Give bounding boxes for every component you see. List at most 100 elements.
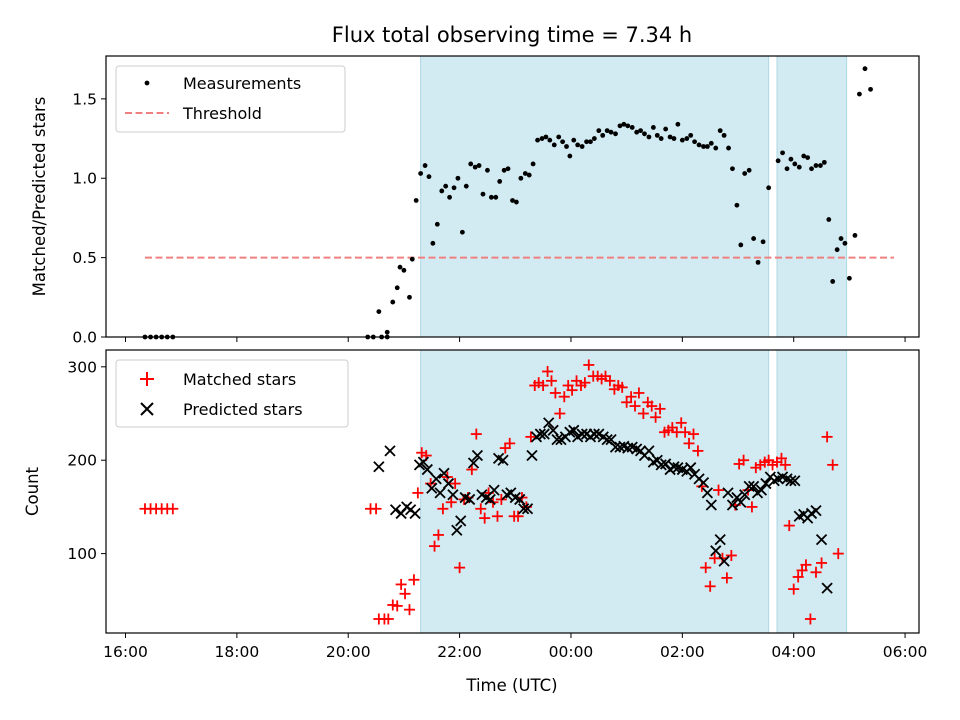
matched-stars-point xyxy=(616,381,628,393)
y-tick-label: 0.5 xyxy=(72,249,97,267)
matched-stars-point xyxy=(796,564,808,576)
predicted-stars-point xyxy=(526,449,538,462)
predicted-stars-point xyxy=(417,456,430,468)
matched-stars-point xyxy=(816,557,828,569)
measurement-point xyxy=(571,137,577,143)
measurement-point xyxy=(472,164,478,170)
observing-window-1 xyxy=(420,349,770,634)
x-tick-label: 02:00 xyxy=(660,643,705,661)
measurement-point xyxy=(826,217,832,222)
measurement-point xyxy=(868,86,873,92)
measurement-point xyxy=(510,198,515,203)
measurement-point xyxy=(667,134,673,140)
matched-stars-point xyxy=(704,580,716,592)
measurement-point xyxy=(704,144,710,149)
measurement-point xyxy=(784,166,790,172)
measurement-point xyxy=(384,329,390,335)
observing-window-1 xyxy=(420,55,770,338)
measurement-point xyxy=(852,232,858,238)
measurement-point xyxy=(629,125,635,130)
measurement-point xyxy=(638,128,643,134)
measurement-point xyxy=(588,139,593,145)
measurement-point xyxy=(696,142,702,148)
predicted-stars-point xyxy=(785,475,797,487)
measurement-point xyxy=(584,139,589,145)
measurement-point xyxy=(426,174,432,180)
matched-stars-series xyxy=(139,359,844,625)
measurement-point xyxy=(654,132,660,138)
threshold-legend-label: Threshold xyxy=(182,104,262,123)
matched-stars-point xyxy=(810,566,822,578)
matched-stars-point xyxy=(432,529,444,541)
predicted-stars-point xyxy=(643,445,655,457)
predicted-stars-point xyxy=(714,533,726,546)
predicted-stars-point xyxy=(576,428,588,440)
measurement-point xyxy=(713,145,719,151)
predicted-stars-point xyxy=(463,493,476,506)
count-panel-ticks: 100 200 300 16:00 18:00 20:00 22:00 00:00 02:00 0… xyxy=(67,358,927,661)
matched-stars-point xyxy=(679,426,691,438)
measurement-point xyxy=(663,126,669,132)
matched-stars-point xyxy=(429,540,441,552)
measurement-point xyxy=(485,167,490,173)
measurement-point xyxy=(646,134,652,140)
measurement-point xyxy=(455,175,461,181)
measurement-point xyxy=(413,198,419,203)
predicted-stars-point xyxy=(701,487,714,499)
matched-stars-point xyxy=(746,501,758,513)
count-legend-box xyxy=(115,359,349,428)
predicted-stars-point xyxy=(760,477,772,490)
ratio-panel: 0.0 0.5 1.0 1.5 Matched/Predicted stars Mea… xyxy=(30,55,920,347)
count-panel-legend: Matched stars Predicted stars xyxy=(115,359,349,428)
measurement-point xyxy=(608,129,614,135)
measurement-point xyxy=(821,159,827,165)
predicted-stars-point xyxy=(697,476,710,489)
predicted-stars-point xyxy=(655,459,667,471)
matched-stars-point xyxy=(545,375,557,387)
matched-stars-point xyxy=(621,396,633,408)
measurement-point xyxy=(805,155,811,161)
measurement-point xyxy=(451,185,457,191)
matched-stars-point xyxy=(683,437,695,449)
predicted-stars-point xyxy=(622,442,634,454)
measurement-point xyxy=(801,153,807,159)
measurement-point xyxy=(535,137,540,143)
predicted-stars-point xyxy=(789,475,801,487)
matched-stars-point xyxy=(382,613,394,625)
measurement-point xyxy=(522,171,528,176)
matched-stars-point xyxy=(629,400,641,412)
matched-stars-point xyxy=(445,496,457,508)
matched-stars-point xyxy=(637,408,649,420)
matched-stars-point xyxy=(504,437,516,449)
measurement-point xyxy=(708,140,714,146)
measurement-point xyxy=(650,125,656,130)
measurement-point xyxy=(717,128,723,134)
matched-stars-point xyxy=(654,403,666,415)
matched-stars-point xyxy=(403,604,415,616)
matched-stars-point xyxy=(625,391,637,403)
measurement-point xyxy=(497,179,503,184)
measurement-point xyxy=(621,121,627,127)
measurement-point xyxy=(701,144,706,149)
predicted-stars-point xyxy=(373,461,385,473)
x-tick-label: 18:00 xyxy=(215,643,260,661)
chart-title: Flux total observing time = 7.34 h xyxy=(332,23,692,47)
measurement-point xyxy=(617,123,623,129)
predicted-stars-legend-marker xyxy=(140,402,154,416)
matched-stars-point xyxy=(558,391,570,403)
count-panel-y-label: Count xyxy=(23,466,42,516)
measurement-point xyxy=(547,137,553,143)
measurement-point xyxy=(813,163,819,168)
count-panel-frame xyxy=(105,349,920,634)
x-tick-label: 16:00 xyxy=(103,643,148,661)
measurement-point xyxy=(751,236,757,241)
measurement-point xyxy=(721,132,727,138)
measurement-point xyxy=(493,194,499,200)
predicted-stars-point xyxy=(755,484,768,496)
predicted-stars-point xyxy=(442,477,455,490)
measurement-point xyxy=(842,240,848,246)
predicted-stars-point xyxy=(434,487,446,499)
matched-stars-point xyxy=(470,428,482,440)
matched-stars-point xyxy=(479,512,491,524)
y-tick-label: 100 xyxy=(67,545,97,563)
